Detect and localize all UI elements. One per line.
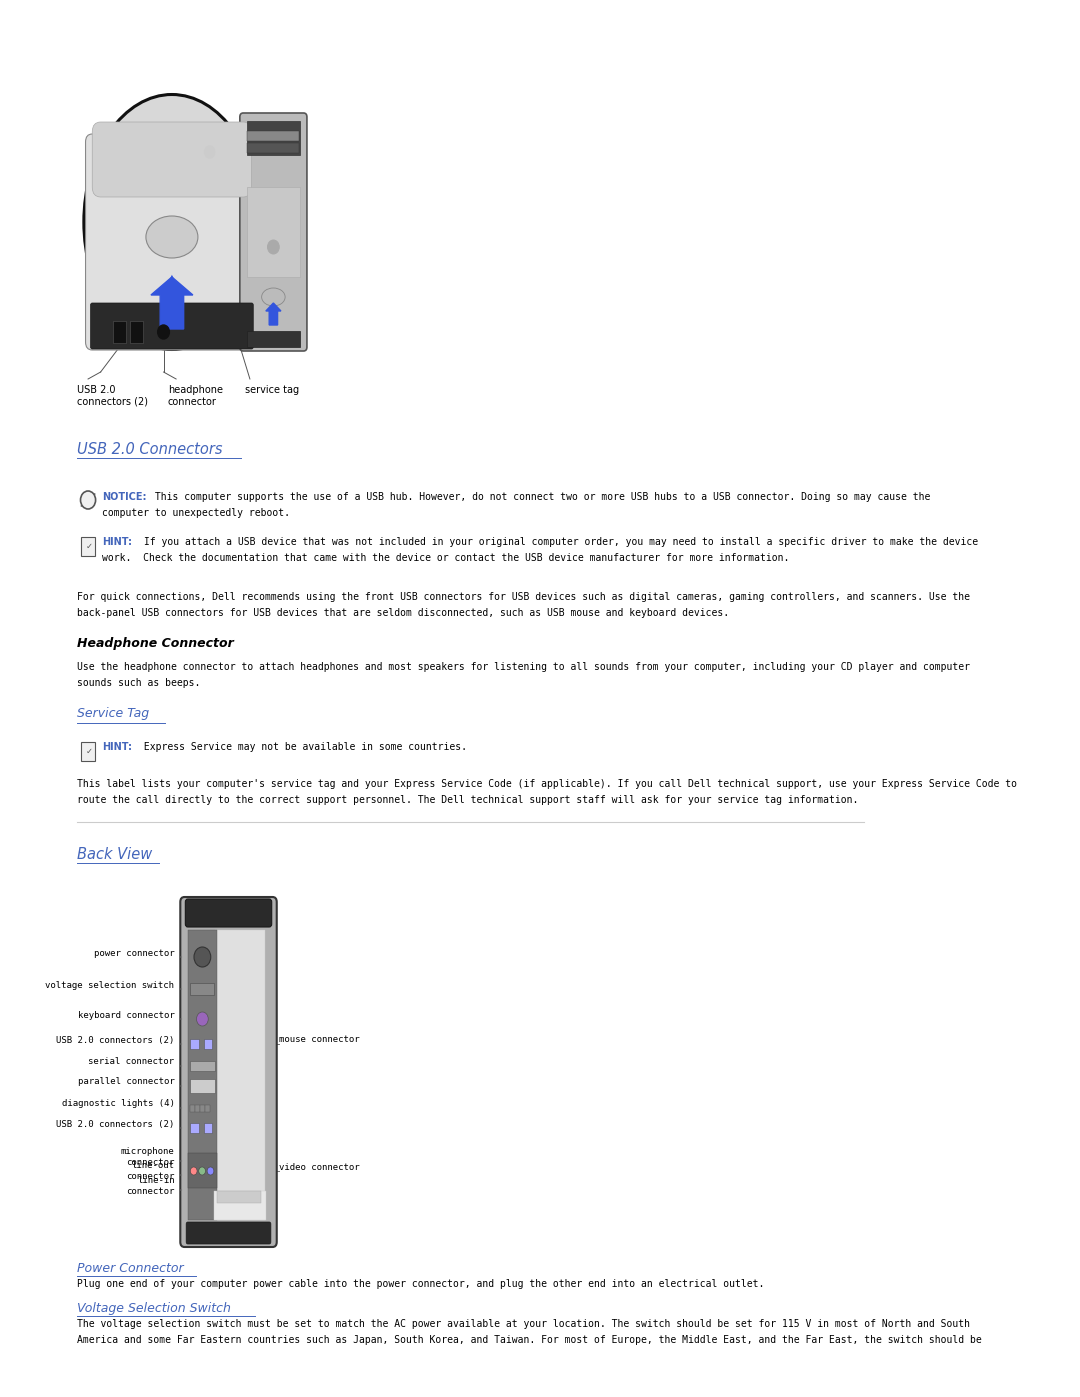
Bar bbox=[189, 1060, 215, 1071]
Text: Power Connector: Power Connector bbox=[77, 1261, 184, 1275]
FancyBboxPatch shape bbox=[240, 113, 307, 351]
Bar bbox=[214, 1192, 267, 1220]
Bar bbox=[195, 1105, 200, 1112]
Text: diagnostic lights (4): diagnostic lights (4) bbox=[62, 1099, 175, 1108]
FancyBboxPatch shape bbox=[91, 303, 254, 349]
Text: USB 2.0 connectors (2): USB 2.0 connectors (2) bbox=[56, 1119, 175, 1129]
Text: America and some Far Eastern countries such as Japan, South Korea, and Taiwan. F: America and some Far Eastern countries s… bbox=[77, 1336, 982, 1345]
Text: serial connector: serial connector bbox=[89, 1058, 175, 1066]
Ellipse shape bbox=[146, 217, 198, 258]
Text: voltage selection switch: voltage selection switch bbox=[45, 981, 175, 989]
Bar bbox=[189, 1078, 215, 1092]
Bar bbox=[246, 331, 300, 346]
Text: Express Service may not be available in some countries.: Express Service may not be available in … bbox=[137, 742, 467, 752]
Text: Voltage Selection Switch: Voltage Selection Switch bbox=[77, 1302, 231, 1315]
Text: headphone
connector: headphone connector bbox=[167, 386, 222, 407]
Text: The voltage selection switch must be set to match the AC power available at your: The voltage selection switch must be set… bbox=[77, 1319, 970, 1329]
Text: keyboard connector: keyboard connector bbox=[78, 1010, 175, 1020]
Circle shape bbox=[268, 240, 280, 254]
Bar bbox=[204, 1123, 212, 1133]
Text: This computer supports the use of a USB hub. However, do not connect two or more: This computer supports the use of a USB … bbox=[149, 492, 931, 502]
Text: ✓: ✓ bbox=[85, 542, 93, 550]
Text: HINT:: HINT: bbox=[103, 536, 133, 548]
Bar bbox=[190, 983, 215, 995]
Bar bbox=[190, 1039, 199, 1049]
Text: parallel connector: parallel connector bbox=[78, 1077, 175, 1087]
Text: sounds such as beeps.: sounds such as beeps. bbox=[77, 678, 201, 687]
Text: Use the headphone connector to attach headphones and most speakers for listening: Use the headphone connector to attach he… bbox=[77, 662, 970, 672]
FancyBboxPatch shape bbox=[81, 742, 95, 761]
Text: line-in
connector: line-in connector bbox=[126, 1176, 175, 1196]
Text: video connector: video connector bbox=[280, 1162, 360, 1172]
Text: ✓: ✓ bbox=[85, 747, 93, 756]
Text: DELL: DELL bbox=[160, 231, 185, 239]
FancyBboxPatch shape bbox=[92, 122, 252, 197]
FancyArrow shape bbox=[151, 277, 193, 330]
Bar bbox=[188, 1153, 217, 1187]
Text: power connector: power connector bbox=[94, 949, 175, 957]
Bar bbox=[247, 142, 299, 154]
Ellipse shape bbox=[84, 95, 260, 349]
FancyArrow shape bbox=[266, 303, 281, 326]
Text: work.  Check the documentation that came with the device or contact the USB devi: work. Check the documentation that came … bbox=[103, 553, 789, 563]
Text: DELL: DELL bbox=[266, 293, 281, 299]
Text: back-panel USB connectors for USB devices that are seldom disconnected, such as : back-panel USB connectors for USB device… bbox=[77, 608, 729, 617]
Bar bbox=[247, 131, 299, 141]
Text: computer to unexpectedly reboot.: computer to unexpectedly reboot. bbox=[103, 509, 291, 518]
Circle shape bbox=[158, 326, 170, 339]
Bar bbox=[204, 1039, 212, 1049]
Text: Back View: Back View bbox=[77, 847, 152, 862]
Text: mouse connector: mouse connector bbox=[280, 1035, 360, 1045]
Text: If you attach a USB device that was not included in your original computer order: If you attach a USB device that was not … bbox=[137, 536, 977, 548]
Circle shape bbox=[199, 1166, 205, 1175]
FancyBboxPatch shape bbox=[180, 897, 276, 1248]
Bar bbox=[205, 1105, 210, 1112]
Text: line-out
connector: line-out connector bbox=[126, 1161, 175, 1180]
Bar bbox=[246, 122, 300, 155]
Circle shape bbox=[190, 1166, 197, 1175]
Text: USB 2.0
connectors (2): USB 2.0 connectors (2) bbox=[77, 386, 148, 407]
Text: route the call directly to the correct support personnel. The Dell technical sup: route the call directly to the correct s… bbox=[77, 795, 859, 805]
Circle shape bbox=[204, 147, 215, 158]
Ellipse shape bbox=[261, 288, 285, 306]
Bar bbox=[217, 1192, 261, 1203]
FancyBboxPatch shape bbox=[81, 536, 95, 556]
Ellipse shape bbox=[81, 490, 96, 509]
Text: For quick connections, Dell recommends using the front USB connectors for USB de: For quick connections, Dell recommends u… bbox=[77, 592, 970, 602]
Bar bbox=[113, 321, 125, 344]
Text: microphone
connector: microphone connector bbox=[121, 1147, 175, 1166]
Circle shape bbox=[197, 1011, 208, 1025]
Text: USB 2.0 Connectors: USB 2.0 Connectors bbox=[77, 441, 222, 457]
Circle shape bbox=[194, 947, 211, 967]
Bar bbox=[201, 1105, 204, 1112]
Text: HINT:: HINT: bbox=[103, 742, 133, 752]
Text: Service Tag: Service Tag bbox=[77, 707, 149, 719]
FancyBboxPatch shape bbox=[186, 900, 272, 928]
Text: NOTICE:: NOTICE: bbox=[103, 492, 147, 502]
FancyBboxPatch shape bbox=[85, 134, 258, 351]
Bar bbox=[188, 930, 217, 1220]
Text: This label lists your computer's service tag and your Express Service Code (if a: This label lists your computer's service… bbox=[77, 780, 1017, 789]
Bar bbox=[190, 1123, 199, 1133]
Text: service tag: service tag bbox=[245, 386, 299, 395]
Bar bbox=[190, 1105, 194, 1112]
Circle shape bbox=[207, 1166, 214, 1175]
Text: Plug one end of your computer power cable into the power connector, and plug the: Plug one end of your computer power cabl… bbox=[77, 1280, 765, 1289]
Text: Headphone Connector: Headphone Connector bbox=[77, 637, 234, 650]
Bar bbox=[130, 321, 143, 344]
FancyBboxPatch shape bbox=[186, 1222, 271, 1243]
Bar bbox=[215, 930, 265, 1220]
Text: USB 2.0 connectors (2): USB 2.0 connectors (2) bbox=[56, 1035, 175, 1045]
Bar bbox=[246, 187, 300, 277]
